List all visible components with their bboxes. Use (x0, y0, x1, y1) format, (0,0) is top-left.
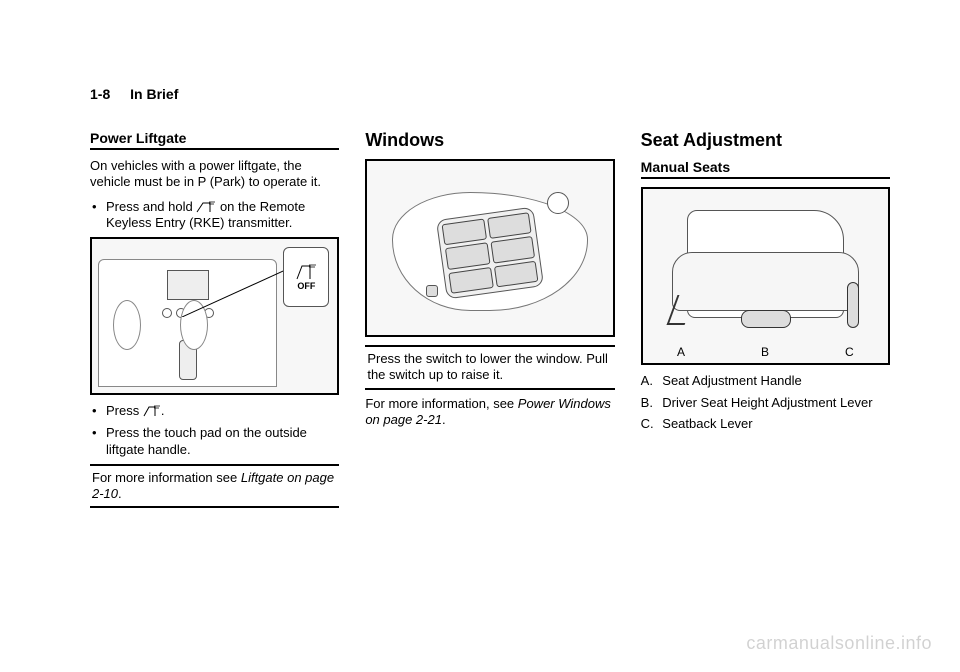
liftgate-off-button-inset: OFF (283, 247, 329, 307)
window-switch (448, 267, 493, 294)
windows-caption: Press the switch to lower the window. Pu… (365, 345, 614, 390)
seat-figure-labels: A B C (643, 345, 888, 359)
bullet-press-pre: Press (106, 403, 143, 418)
legend-letter: B. (641, 395, 659, 411)
bullet-rke: Press and hold on the Remote Keyless Ent… (90, 199, 339, 232)
column-seat-adjustment: Seat Adjustment Manual Seats A B C A. Se… (641, 130, 890, 514)
window-switch (487, 212, 532, 239)
liftgate-button-icon (295, 263, 317, 281)
power-liftgate-bullets-bottom: Press . Press the touch pad on the outsi… (90, 403, 339, 458)
figure-manual-seat: A B C (641, 187, 890, 365)
page-number: 1-8 (90, 86, 110, 102)
figure-dashboard: OFF (90, 237, 339, 395)
off-label: OFF (297, 281, 315, 291)
watermark: carmanualsonline.info (746, 633, 932, 654)
seat-heading: Seat Adjustment (641, 130, 890, 151)
lock-switch (426, 285, 438, 297)
window-switch (445, 243, 490, 270)
bullet-press-icon: Press . (90, 403, 339, 419)
manual-seats-subhead: Manual Seats (641, 159, 890, 179)
windows-heading: Windows (365, 130, 614, 151)
liftgate-footnote-pre: For more information see (92, 470, 241, 485)
figure-window-switches (365, 159, 614, 337)
seat-lever-c (847, 282, 859, 328)
window-switch (493, 261, 538, 288)
seat-cushion (672, 252, 858, 311)
bullet-press-post: . (161, 403, 165, 418)
legend-letter: A. (641, 373, 659, 389)
callout-line (182, 267, 292, 317)
mirror-knob (547, 192, 569, 214)
windows-footnote: For more information, see Power Windows … (365, 396, 614, 429)
content-columns: Power Liftgate On vehicles with a power … (90, 130, 890, 514)
windows-footnote-pre: For more information, see (365, 396, 517, 411)
liftgate-footnote: For more information see Liftgate on pag… (90, 464, 339, 509)
bullet-rke-pre: Press and hold (106, 199, 196, 214)
liftgate-remote-icon (196, 199, 216, 214)
window-switch (441, 219, 486, 246)
column-windows: Windows Press the switch to lower the wi… (365, 130, 614, 514)
window-switch-group (436, 207, 544, 300)
window-switch (490, 237, 535, 264)
legend-item-c: C. Seatback Lever (641, 416, 890, 432)
liftgate-footnote-post: . (118, 486, 122, 501)
legend-text: Seat Adjustment Handle (662, 373, 801, 388)
legend-item-a: A. Seat Adjustment Handle (641, 373, 890, 389)
section-title: In Brief (130, 86, 178, 102)
legend-item-b: B. Driver Seat Height Adjustment Lever (641, 395, 890, 411)
legend-text: Driver Seat Height Adjustment Lever (662, 395, 872, 410)
seat-lever-b (741, 310, 791, 328)
seat-legend: A. Seat Adjustment Handle B. Driver Seat… (641, 373, 890, 432)
seat-label-a: A (677, 345, 685, 359)
bullet-touch-pad: Press the touch pad on the outside liftg… (90, 425, 339, 458)
windows-footnote-post: . (442, 412, 446, 427)
column-power-liftgate: Power Liftgate On vehicles with a power … (90, 130, 339, 514)
power-liftgate-bullets-top: Press and hold on the Remote Keyless Ent… (90, 199, 339, 232)
page-header: 1-8 In Brief (90, 86, 178, 102)
dashboard-vent-left (113, 300, 141, 350)
power-liftgate-intro: On vehicles with a power liftgate, the v… (90, 158, 339, 191)
legend-letter: C. (641, 416, 659, 432)
seat-label-c: C (845, 345, 854, 359)
legend-text: Seatback Lever (662, 416, 752, 431)
liftgate-button-icon (143, 403, 161, 418)
seat-label-b: B (761, 345, 769, 359)
power-liftgate-subhead: Power Liftgate (90, 130, 339, 150)
